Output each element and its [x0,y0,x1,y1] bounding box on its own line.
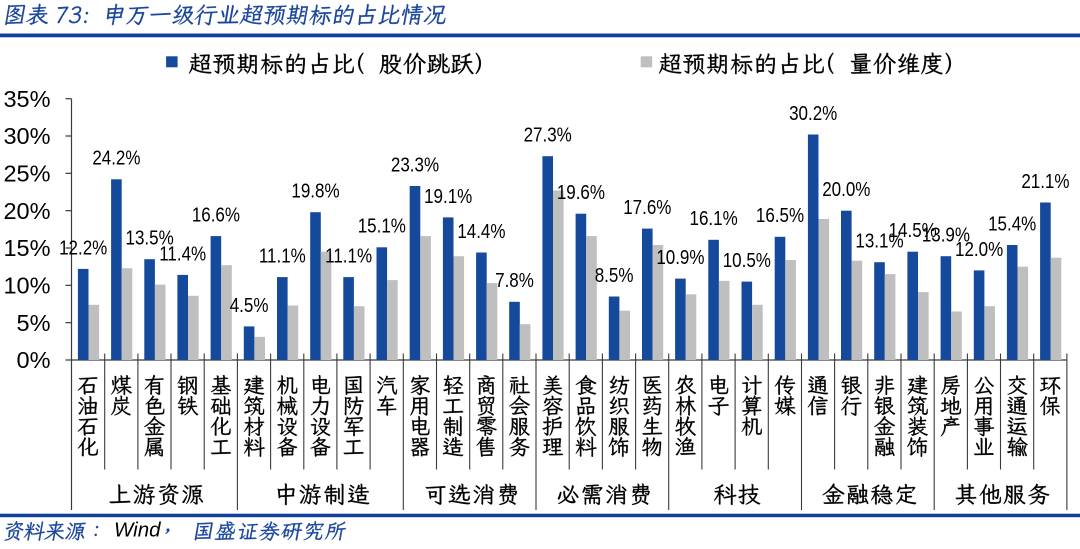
svg-text:17.6%: 17.6% [623,196,671,219]
svg-text:16.6%: 16.6% [192,203,240,226]
svg-text:15.1%: 15.1% [358,214,406,237]
svg-text:4.5%: 4.5% [230,293,269,316]
svg-text:21.1%: 21.1% [1021,170,1069,193]
svg-text:10.9%: 10.9% [656,246,704,269]
svg-text:27.3%: 27.3% [524,123,572,146]
svg-text:13.5%: 13.5% [126,226,174,249]
svg-text:20.0%: 20.0% [822,178,870,201]
svg-text:19.8%: 19.8% [291,179,339,202]
svg-text:25%: 25% [3,161,50,187]
svg-text:11.1%: 11.1% [325,244,372,267]
svg-text:11.4%: 11.4% [159,242,206,265]
svg-text:14.4%: 14.4% [457,220,505,243]
svg-text:5%: 5% [17,310,51,336]
svg-text:7.8%: 7.8% [495,269,534,292]
svg-text:16.1%: 16.1% [690,207,738,230]
svg-text:15.4%: 15.4% [988,212,1036,235]
svg-text:11.1%: 11.1% [259,244,306,267]
svg-text:15%: 15% [3,235,50,261]
svg-text:13.1%: 13.1% [855,229,903,252]
svg-text:Wind: Wind [114,518,161,541]
svg-text:35%: 35% [3,86,50,112]
svg-text:10%: 10% [3,273,50,299]
svg-text:8.5%: 8.5% [595,264,634,287]
svg-text:23.3%: 23.3% [391,153,439,176]
svg-text:24.2%: 24.2% [92,146,140,169]
svg-text:12.0%: 12.0% [955,237,1003,260]
svg-text:19.6%: 19.6% [557,181,605,204]
svg-text:30%: 30% [3,123,50,149]
svg-text:10.5%: 10.5% [723,249,771,272]
svg-text:13.9%: 13.9% [922,223,970,246]
svg-text:16.5%: 16.5% [756,204,804,227]
svg-text:14.5%: 14.5% [889,219,937,242]
svg-text:19.1%: 19.1% [424,184,472,207]
svg-text:20%: 20% [3,198,50,224]
svg-text:0%: 0% [17,347,51,373]
svg-text:30.2%: 30.2% [789,102,837,125]
svg-text:12.2%: 12.2% [59,236,107,259]
